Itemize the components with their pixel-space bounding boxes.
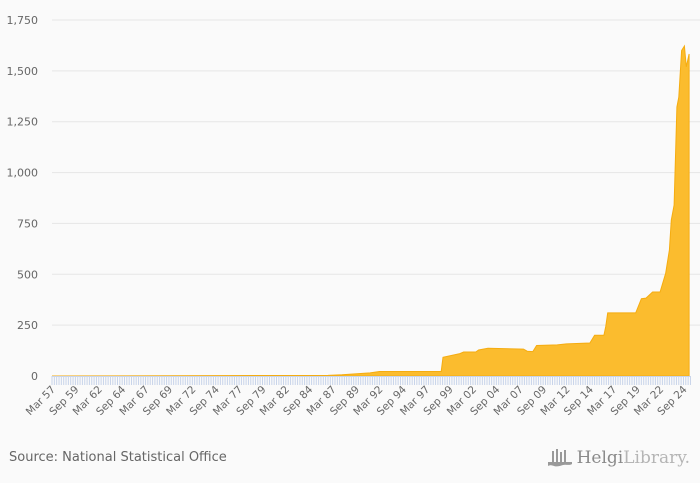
y-tick-label: 1,250 — [7, 116, 39, 129]
y-tick-label: 250 — [17, 319, 38, 332]
y-tick-label: 750 — [17, 217, 38, 230]
source-note: Source: National Statistical Office — [9, 450, 227, 465]
y-tick-label: 1,500 — [7, 65, 39, 78]
y-tick-label: 1,000 — [7, 167, 39, 180]
helgi-library-logo[interactable]: HelgiLibrary. — [547, 448, 690, 468]
y-tick-label: 0 — [31, 370, 38, 383]
library-logo-icon — [547, 449, 572, 467]
y-tick-label: 500 — [17, 268, 38, 281]
y-tick-label: 1,750 — [7, 14, 39, 27]
x-axis-ticks — [51, 376, 691, 385]
area-chart: 0 250 500 750 1,000 1,250 1,500 1,750 Mar 57Sep… — [7, 14, 700, 418]
y-axis-labels: 0 250 500 750 1,000 1,250 1,500 1,750 — [7, 14, 39, 383]
logo-text: HelgiLibrary. — [576, 448, 690, 468]
gridlines — [52, 19, 700, 326]
series-area — [51, 44, 690, 377]
